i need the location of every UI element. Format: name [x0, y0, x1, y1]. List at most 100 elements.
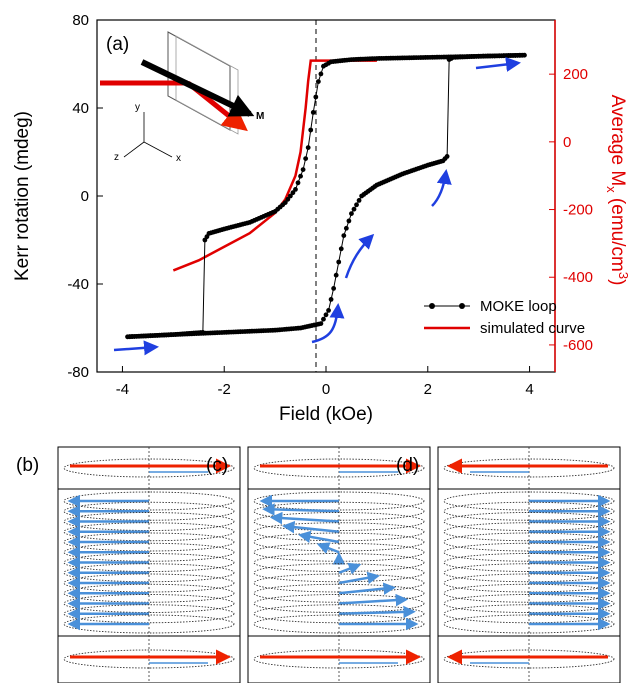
spin-arrow [338, 593, 409, 607]
y-axis-label: Kerr rotation (mdeg) [12, 111, 33, 281]
spin-ellipse [63, 501, 235, 521]
legend-moke-marker [429, 303, 435, 309]
magnetization-label: M [256, 111, 264, 122]
x-tick-label: 0 [322, 381, 330, 398]
spin-ellipse [63, 532, 235, 552]
spin-ellipse [63, 649, 235, 669]
moke-point [315, 79, 321, 84]
spin-ellipse [253, 649, 425, 669]
axis-x-line [143, 141, 173, 158]
axis-z-line [123, 141, 145, 158]
moke-point [308, 127, 314, 133]
spin-ellipse [443, 583, 615, 603]
moke-point [356, 198, 362, 203]
moke-point [354, 202, 359, 208]
legend-moke-label: MOKE loop [480, 298, 557, 315]
spin-ellipse [253, 522, 425, 542]
spin-ellipse [443, 491, 615, 511]
moke-point [343, 225, 349, 231]
spin-ellipse [63, 614, 235, 634]
sweep-arrow-mid [344, 233, 375, 279]
spin-arrow [338, 582, 396, 595]
spin-ellipse [253, 573, 425, 593]
moke-loop-series [125, 52, 527, 340]
sweep-arrows [113, 56, 521, 356]
y-tick-label: -80 [67, 364, 89, 381]
spin-ellipse [63, 573, 235, 593]
moke-point [321, 316, 326, 322]
y2-label-unit: (emu/cm [607, 193, 628, 272]
spin-ellipse [63, 458, 235, 478]
spin-ellipse [443, 594, 615, 613]
moke-point [293, 187, 298, 192]
y2-axis-label: Average Mx (emu/cm3) [604, 95, 631, 286]
legend-sim-label: simulated curve [480, 320, 585, 337]
spin-ellipse [253, 458, 425, 478]
y2-label-main: Average M [607, 95, 628, 187]
moke-point [333, 272, 339, 278]
spin-arrow [262, 503, 340, 516]
spin-arrow [338, 571, 380, 585]
spin-ellipse [63, 542, 235, 562]
spin-ellipse [253, 532, 425, 552]
spin-ellipse [443, 512, 615, 531]
y2-tick-label: -600 [563, 337, 593, 354]
sub-panel-c: (c) [206, 446, 431, 683]
spin-ellipse [63, 563, 235, 583]
y-tick-label: 0 [81, 188, 89, 205]
moke-point [331, 286, 337, 291]
x-tick-label: 4 [525, 381, 533, 398]
y2-label-sub: x [604, 186, 619, 193]
spin-arrow [316, 542, 340, 554]
sub-panel-d: (d) [396, 446, 621, 683]
moke-point [285, 196, 291, 202]
spin-ellipse [253, 512, 425, 531]
moke-point [282, 200, 288, 206]
spin-ellipse [443, 542, 615, 562]
moke-point [318, 71, 324, 77]
y2-tick-label: 0 [563, 134, 571, 151]
sweep-arrow-near-zero [311, 303, 345, 344]
x-axis-label: Field (kOe) [279, 404, 373, 425]
y-tick-label: -40 [67, 276, 89, 293]
sub-panel-label: (c) [206, 455, 228, 476]
spin-ellipse [253, 501, 425, 521]
moke-branch-line-0 [127, 54, 525, 338]
spin-ellipse [253, 614, 425, 634]
spin-arrow [282, 520, 340, 534]
x-tick-label: -4 [116, 381, 129, 398]
spin-ellipse [63, 522, 235, 542]
legend-moke-marker [459, 303, 465, 309]
spin-ellipse [63, 583, 235, 603]
spin-ellipse [253, 604, 425, 624]
moke-point [313, 94, 319, 100]
axis-z-label: z [114, 152, 119, 163]
moke-point [326, 308, 331, 313]
moke-point [341, 233, 347, 239]
moke-point [303, 156, 309, 162]
spin-arrow [338, 605, 416, 619]
y-tick-label: 80 [72, 12, 89, 29]
moke-point [290, 190, 296, 196]
sub-panel-b: (b) [16, 446, 241, 683]
spin-ellipse [443, 649, 615, 669]
x-tick-label: -2 [218, 381, 231, 398]
sweep-arrow-upper-right [431, 169, 452, 207]
spin-ellipse [443, 458, 615, 478]
sub-panel-label: (d) [396, 455, 419, 476]
spin-ellipse [253, 583, 425, 603]
moke-point [336, 259, 342, 265]
spin-ellipse [63, 594, 235, 613]
magnetization-arrow [140, 59, 255, 117]
sweep-arrow-top-right [475, 56, 521, 72]
moke-point [338, 246, 344, 252]
spin-ellipse [443, 563, 615, 583]
spin-arrow [338, 562, 362, 575]
moke-point [323, 312, 329, 318]
moke-point [446, 57, 452, 62]
spin-arrow [298, 530, 340, 544]
spin-ellipse [443, 604, 615, 624]
axis-x-label: x [176, 153, 181, 164]
spin-ellipse [253, 542, 425, 562]
spin-ellipse [443, 522, 615, 542]
